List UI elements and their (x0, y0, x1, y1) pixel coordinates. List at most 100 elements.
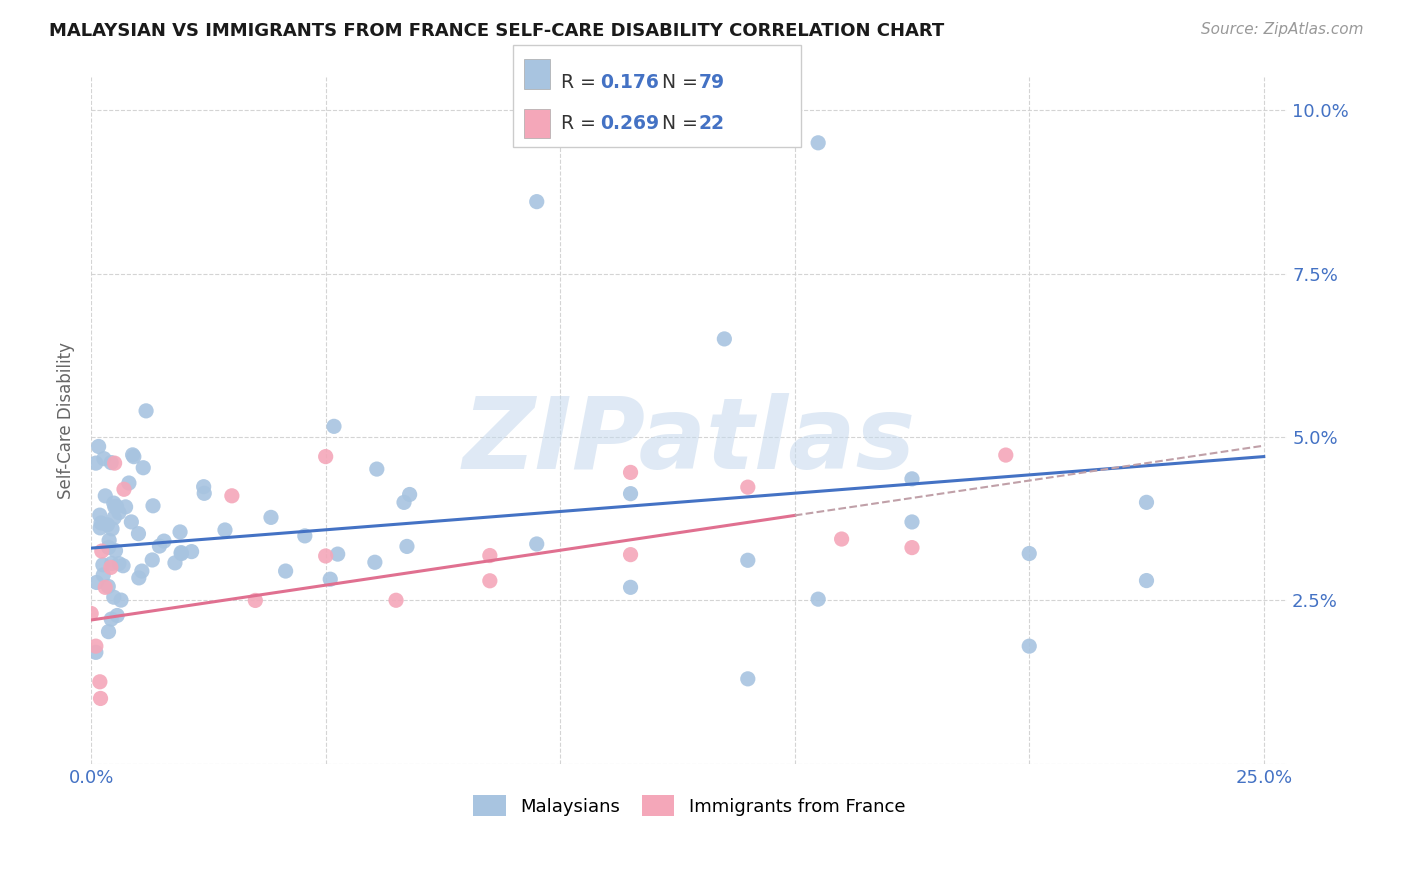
Point (89, 508, 111, 523)
Point (91, 568, 114, 582)
Text: 22: 22 (699, 114, 724, 134)
Point (89, 674, 111, 689)
Point (89, 521, 111, 535)
Point (193, 486, 215, 500)
Point (619, 580, 641, 594)
Point (737, 553, 759, 567)
Y-axis label: Self-Care Disability: Self-Care Disability (58, 343, 75, 500)
Point (105, 608, 128, 623)
Point (170, 546, 193, 560)
Point (245, 593, 267, 607)
Point (398, 487, 420, 501)
Point (395, 540, 418, 554)
Point (135, 404, 157, 418)
Text: N =: N = (662, 114, 704, 134)
Point (97, 541, 120, 555)
Point (103, 496, 125, 510)
Point (260, 510, 283, 524)
Point (326, 547, 349, 561)
Point (526, 537, 548, 551)
Point (86, 575, 108, 590)
Point (221, 489, 243, 503)
Point (84, 639, 107, 653)
Point (103, 510, 125, 524)
Point (153, 534, 176, 549)
Text: ZIPatlas: ZIPatlas (463, 392, 915, 490)
Text: 0.176: 0.176 (600, 73, 659, 92)
Point (141, 553, 163, 567)
Text: 79: 79 (699, 73, 725, 92)
Point (163, 556, 186, 570)
Point (294, 529, 316, 543)
Text: 0.269: 0.269 (600, 114, 659, 134)
Point (214, 523, 236, 537)
Point (122, 450, 145, 464)
Point (315, 549, 337, 563)
Point (108, 506, 131, 520)
Point (478, 574, 501, 588)
Point (100, 560, 122, 574)
Point (364, 555, 387, 569)
Point (120, 515, 142, 529)
Text: MALAYSIAN VS IMMIGRANTS FROM FRANCE SELF-CARE DISABILITY CORRELATION CHART: MALAYSIAN VS IMMIGRANTS FROM FRANCE SELF… (49, 22, 945, 40)
Point (98, 533, 121, 548)
Text: R =: R = (561, 73, 602, 92)
Point (1135, 574, 1157, 588)
Point (901, 472, 924, 486)
Point (737, 480, 759, 494)
Point (110, 593, 132, 607)
Point (170, 547, 193, 561)
Text: R =: R = (561, 114, 602, 134)
Point (84, 645, 107, 659)
Point (97, 579, 120, 593)
Point (901, 541, 924, 555)
Point (169, 524, 191, 539)
Point (526, 194, 548, 209)
Point (91, 558, 114, 572)
Text: Source: ZipAtlas.com: Source: ZipAtlas.com (1201, 22, 1364, 37)
Point (103, 591, 125, 605)
Point (366, 462, 388, 476)
Point (619, 548, 641, 562)
Point (94, 580, 117, 594)
Point (108, 557, 131, 571)
Point (737, 672, 759, 686)
Point (112, 483, 135, 497)
Point (713, 332, 735, 346)
Point (127, 526, 149, 541)
Point (114, 500, 136, 514)
Point (118, 476, 141, 491)
Point (105, 500, 128, 514)
Point (142, 499, 165, 513)
Point (84, 456, 107, 470)
Text: N =: N = (662, 73, 704, 92)
Point (193, 480, 215, 494)
Legend: Malaysians, Immigrants from France: Malaysians, Immigrants from France (465, 789, 912, 823)
Point (80, 607, 103, 621)
Point (128, 571, 150, 585)
Point (1018, 547, 1040, 561)
Point (619, 466, 641, 480)
Point (1135, 495, 1157, 509)
Point (831, 532, 853, 546)
Point (901, 515, 924, 529)
Point (619, 486, 641, 500)
Point (104, 456, 127, 470)
Point (90, 516, 112, 530)
Point (319, 572, 342, 586)
Point (807, 592, 830, 607)
Point (90, 691, 112, 706)
Point (90, 544, 112, 558)
Point (807, 136, 830, 150)
Point (478, 549, 501, 563)
Point (97, 624, 120, 639)
Point (101, 522, 124, 536)
Point (100, 456, 122, 470)
Point (87, 440, 110, 454)
Point (315, 450, 337, 464)
Point (96, 517, 118, 532)
Point (274, 564, 297, 578)
Point (148, 539, 170, 553)
Point (994, 448, 1017, 462)
Point (112, 558, 135, 573)
